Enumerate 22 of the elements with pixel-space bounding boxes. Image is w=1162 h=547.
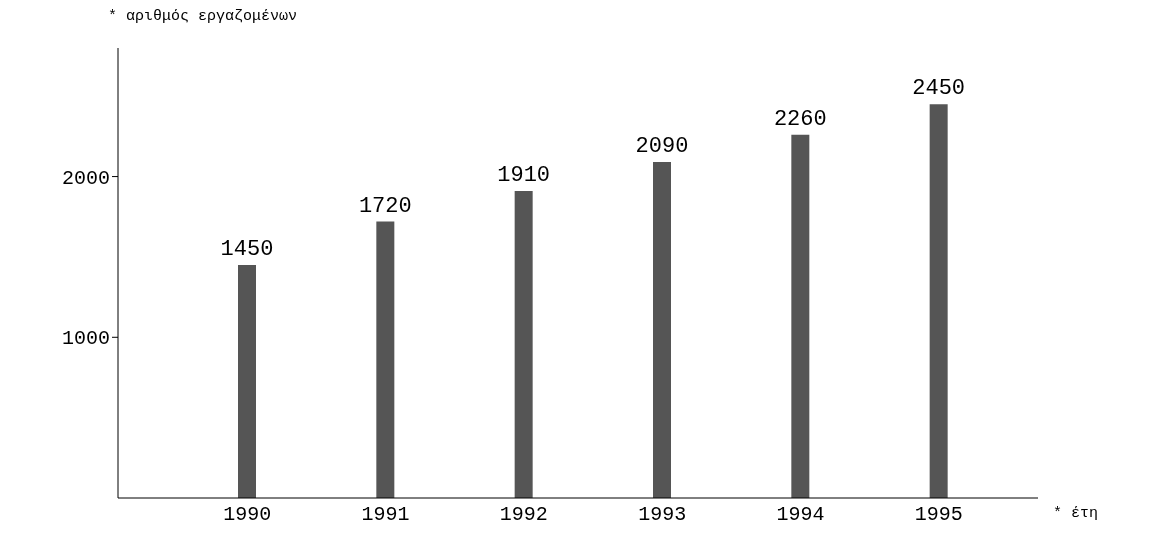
data-label: 2260 [773,106,827,132]
x-tick-label: 1991 [361,503,410,527]
bar [791,134,810,498]
data-label: 2090 [635,134,689,160]
bar [238,264,256,498]
x-tick-label: 1994 [776,503,825,527]
bar [514,191,533,498]
y-tick-label: 1000 [61,327,110,351]
data-label: 2450 [912,76,966,102]
bar [929,104,948,498]
data-label: 1720 [358,193,412,219]
data-label: 1450 [220,236,274,262]
y-axis-title: * αριθμός εργαζομένων [108,8,298,25]
x-axis-title: * έτη [1053,505,1099,522]
x-tick-label: 1993 [638,503,687,527]
x-tick-label: 1995 [914,503,963,527]
x-tick-label: 1990 [223,503,272,527]
data-label: 1910 [497,163,551,189]
bar [653,162,671,498]
y-tick-label: 2000 [61,166,110,190]
x-tick-label: 1992 [499,503,548,527]
bar [376,221,395,498]
